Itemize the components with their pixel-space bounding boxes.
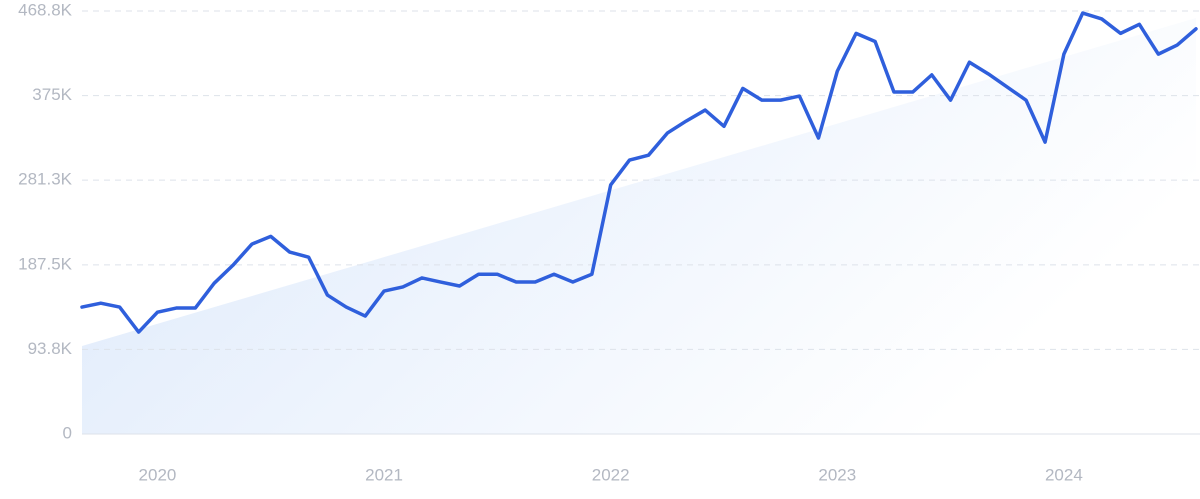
y-tick-label: 375K [32, 85, 72, 104]
y-tick-label: 93.8K [28, 339, 73, 358]
y-tick-label: 468.8K [18, 0, 73, 19]
x-tick-label: 2024 [1045, 465, 1083, 484]
x-tick-label: 2022 [592, 465, 630, 484]
y-tick-label: 0 [63, 423, 72, 442]
y-tick-label: 187.5K [18, 254, 73, 273]
x-tick-label: 2020 [139, 465, 177, 484]
line [80, 11, 1198, 334]
x-tick-label: 2021 [365, 465, 403, 484]
trend-area [82, 18, 1196, 435]
y-tick-label: 281.3K [18, 170, 73, 189]
x-tick-label: 2023 [818, 465, 856, 484]
